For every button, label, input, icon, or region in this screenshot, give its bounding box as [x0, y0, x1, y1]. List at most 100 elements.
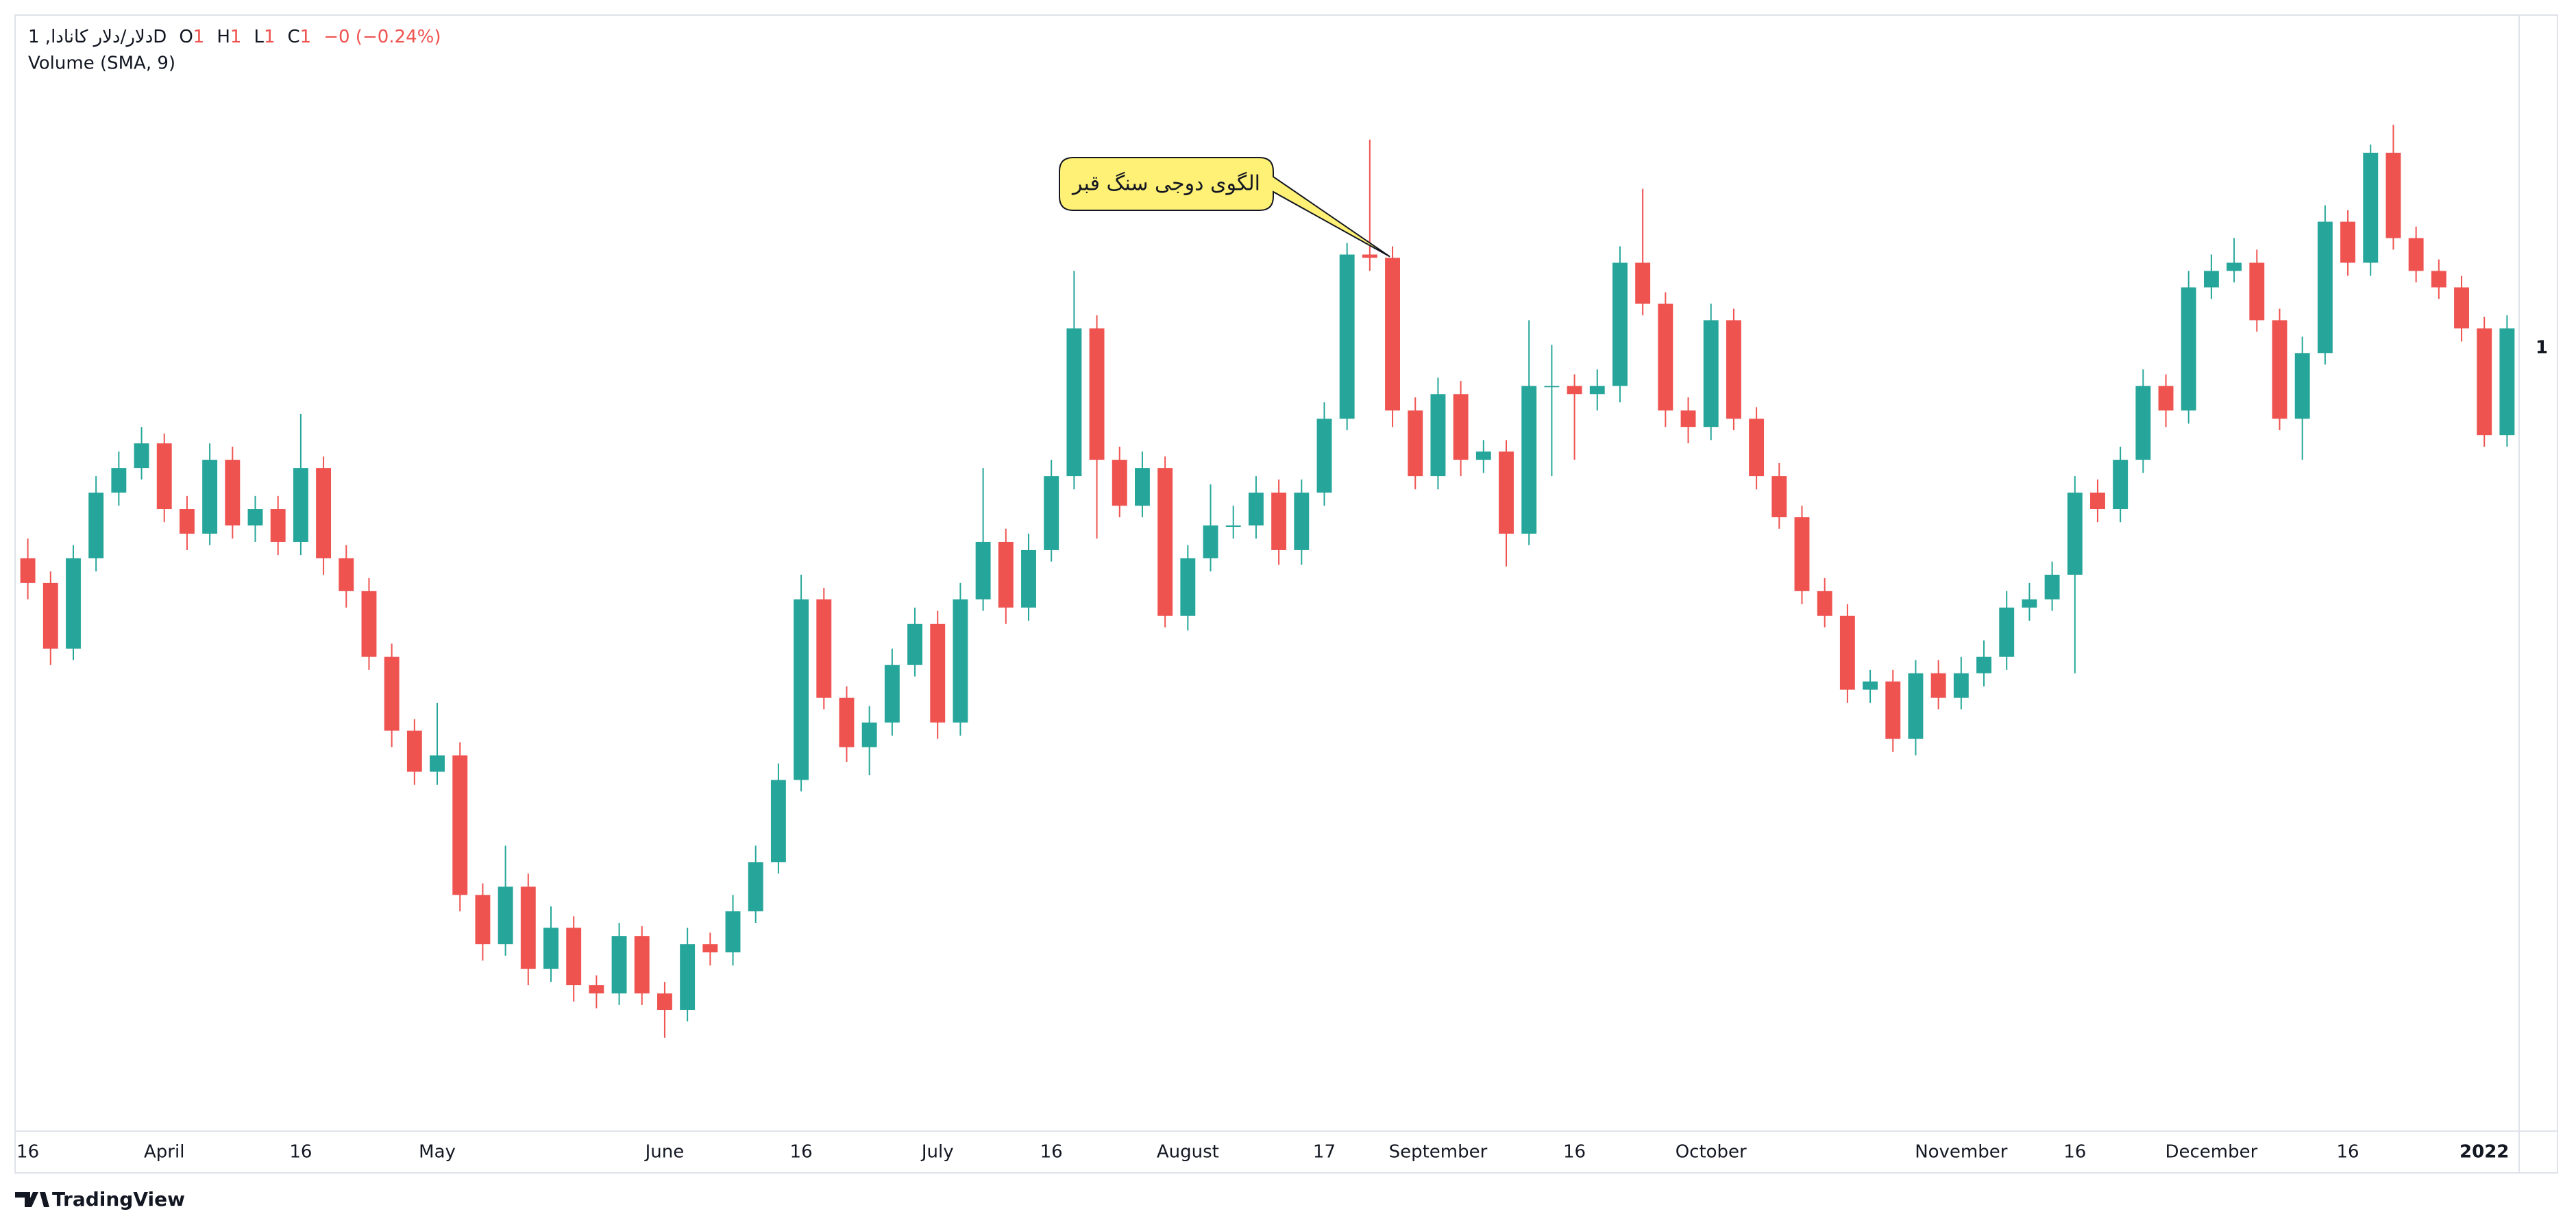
x-tick-label: May — [419, 1142, 456, 1163]
candle-body — [225, 460, 241, 525]
candle-body — [1612, 262, 1628, 386]
legend: دلار/دلار کانادا, 1D O1 H1 L1 C1 −0 (−0.24%) — [28, 27, 441, 47]
annotation-bubble — [1059, 157, 1390, 258]
candle-body — [42, 582, 58, 649]
candle-body — [2363, 152, 2379, 263]
candle-body — [702, 944, 718, 953]
legend-key: O — [179, 27, 193, 47]
candle-body — [2272, 320, 2287, 419]
candle-body — [1953, 673, 1969, 698]
candle-body — [566, 928, 582, 986]
candle-body — [1521, 386, 1537, 534]
candle-body — [1453, 394, 1469, 460]
legend-value: 1 — [264, 27, 275, 47]
candle-body — [452, 755, 468, 895]
candle-body — [475, 895, 491, 945]
candle-body — [293, 468, 308, 542]
candle-body — [2294, 353, 2310, 419]
candle-body — [1771, 476, 1787, 518]
candle-body — [2067, 493, 2083, 575]
candle-body — [2090, 493, 2105, 510]
candle-body — [930, 623, 946, 723]
x-tick-label: 2022 — [2460, 1142, 2509, 1163]
candle-body — [1385, 258, 1401, 411]
candle-body — [2408, 238, 2424, 271]
candle-body — [1248, 493, 1264, 525]
x-tick-label: October — [1676, 1142, 1747, 1163]
candle-body — [839, 697, 855, 747]
candle-body — [2385, 152, 2401, 238]
candle-body — [2113, 460, 2129, 510]
candle-body — [1658, 303, 1673, 411]
legend-key: C — [288, 27, 300, 47]
candle-body — [1976, 656, 1991, 673]
candle-body — [2249, 262, 2265, 321]
candle-body — [1066, 328, 1082, 477]
footer-brand: TradingView — [52, 1188, 185, 1211]
candle-body — [2181, 287, 2196, 411]
candle-body — [2158, 386, 2174, 411]
candle-body — [179, 509, 195, 534]
x-tick-label: 16 — [2337, 1142, 2359, 1163]
x-tick-label: 16 — [16, 1142, 39, 1163]
candle-body — [1203, 525, 1218, 558]
candle-body — [430, 755, 445, 772]
candle-body — [2135, 386, 2151, 460]
candle-body — [907, 623, 922, 665]
candle-body — [2044, 574, 2060, 599]
candle-body — [975, 541, 991, 599]
candle-body — [1294, 493, 1310, 550]
x-tick-label: August — [1157, 1142, 1219, 1163]
annotation-text: الگوی دوجی سنگ قبر — [1071, 172, 1260, 196]
candle-body — [1408, 410, 1423, 477]
candle-body — [247, 509, 263, 525]
frame — [14, 14, 2558, 1174]
candle-body — [316, 468, 332, 558]
candle-body — [406, 730, 422, 772]
x-tick-label: 16 — [790, 1142, 813, 1163]
candle-body — [589, 985, 604, 994]
candle-body — [2477, 328, 2492, 436]
legend-key: H — [217, 27, 230, 47]
candle-body — [680, 944, 696, 1011]
indicator-label: Volume (SMA, 9) — [28, 53, 175, 74]
candle-body — [1908, 673, 1924, 739]
candle-body — [634, 936, 650, 994]
candle-body — [1362, 254, 1377, 258]
x-tick-label: September — [1389, 1142, 1488, 1163]
candle-body — [66, 558, 81, 649]
candle-body — [202, 460, 218, 534]
legend-key: L — [254, 27, 264, 47]
candle-body — [339, 558, 354, 591]
candle-body — [1044, 476, 1059, 550]
x-tick-label: June — [644, 1142, 685, 1163]
x-tick-label: December — [2166, 1142, 2258, 1163]
y-tick-label: 1 — [2536, 338, 2548, 358]
legend-symbol: دلار/دلار کانادا, 1D — [28, 27, 167, 47]
x-tick-label: November — [1915, 1142, 2008, 1163]
candle-body — [1089, 328, 1105, 460]
candle-body — [111, 468, 127, 493]
legend-value: 1 — [193, 27, 205, 47]
candle-body — [1339, 254, 1355, 419]
candle-body — [1134, 468, 1150, 506]
candle-body — [88, 493, 104, 558]
candle-body — [2022, 599, 2037, 608]
candle-body — [2499, 328, 2515, 436]
x-tick-label: 17 — [1313, 1142, 1336, 1163]
candle-body — [953, 599, 968, 723]
candle-body — [2454, 287, 2469, 329]
candle-body — [134, 443, 149, 469]
candle-body — [2317, 221, 2333, 354]
candle-body — [1225, 525, 1241, 527]
candle-body — [1703, 320, 1719, 427]
candle-body — [270, 509, 286, 542]
candle-body — [1863, 681, 1878, 690]
candle-body — [1544, 386, 1560, 388]
candle-body — [1567, 386, 1582, 395]
candle-body — [384, 656, 400, 731]
x-tick-label: 16 — [289, 1142, 312, 1163]
candle-body — [1180, 558, 1196, 616]
candle-body — [1589, 386, 1605, 395]
